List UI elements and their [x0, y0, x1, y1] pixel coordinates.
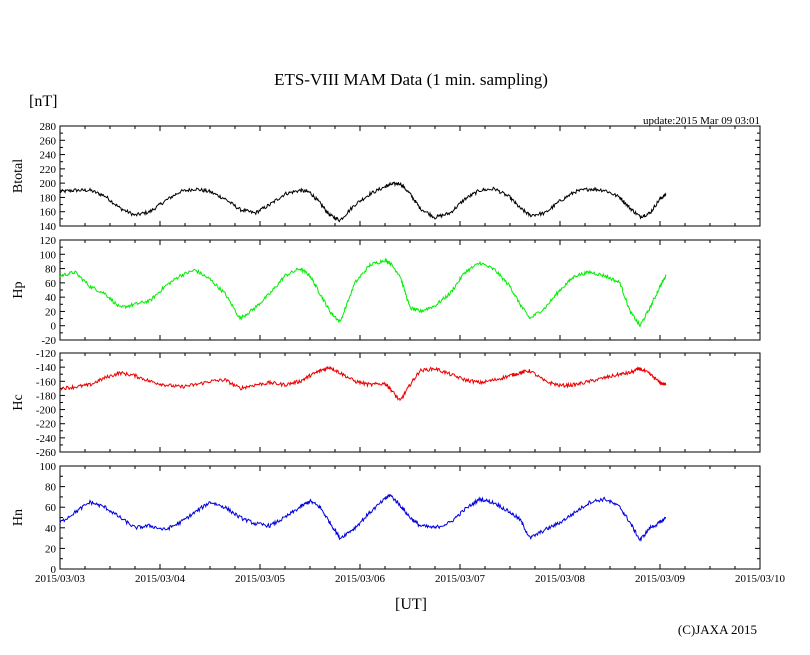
- y-tick-label: 80: [45, 264, 57, 276]
- y-tick-label: -260: [36, 447, 57, 459]
- y-tick-label: 60: [45, 502, 57, 514]
- y-tick-label: -20: [41, 335, 56, 347]
- x-tick-label: 2015/03/06: [335, 573, 386, 585]
- x-tick-label: 2015/03/08: [535, 573, 586, 585]
- x-tick-label: 2015/03/03: [35, 573, 86, 585]
- y-tick-label: 20: [45, 306, 57, 318]
- panel-frame: [59, 239, 761, 341]
- y-tick-label: 100: [40, 461, 57, 473]
- y-tick-label: -200: [36, 405, 57, 417]
- panel-label-hp: Hp: [11, 281, 26, 298]
- y-tick-label: 120: [40, 235, 57, 247]
- panel-label-btotal: Btotal: [11, 159, 26, 193]
- y-tick-label: 20: [45, 543, 57, 555]
- y-tick-label: 40: [45, 523, 57, 535]
- panel-label-hn: Hn: [11, 509, 26, 526]
- panel-hn: 0 20 40 60 80 100 Hn: [11, 461, 761, 576]
- series-line-hc: [59, 365, 667, 402]
- panels-group: 140160180200220240260280Btotal-200204060…: [11, 121, 761, 576]
- update-timestamp: update:2015 Mar 09 03:01: [643, 115, 760, 127]
- y-tick-label: 240: [40, 150, 57, 162]
- chart-title: ETS-VIII MAM Data (1 min. sampling): [274, 70, 548, 89]
- y-tick-label: -220: [36, 419, 57, 431]
- panel-hc: -260 -240 -220 -200 -180 -160 -140 -120 Hc: [11, 348, 761, 459]
- y-tick-label: 160: [40, 207, 57, 219]
- x-tick-label: 2015/03/05: [235, 573, 286, 585]
- x-tick-label: 2015/03/10: [735, 573, 786, 585]
- panel-frame: [59, 125, 761, 227]
- series-line-btotal: [59, 181, 667, 223]
- y-tick-label: 100: [40, 249, 57, 261]
- y-tick-label: 180: [40, 192, 57, 204]
- y-tick-label: -120: [36, 348, 57, 360]
- series-line-hn: [59, 494, 667, 542]
- y-tick-label: -140: [36, 362, 57, 374]
- y-tick-label: 80: [45, 482, 57, 494]
- panel-hp: -20 0 20 40 60 80 100 120 Hp: [11, 235, 761, 347]
- x-axis-label: [UT]: [395, 596, 427, 613]
- panel-btotal: 140 160 180 200 220 240 260 280 Btotal: [11, 121, 761, 233]
- y-tick-label: 280: [40, 121, 57, 133]
- y-tick-label: 0: [51, 321, 57, 333]
- y-tick-label: -240: [36, 433, 57, 445]
- x-tick-labels: 2015/03/03 2015/03/04 2015/03/05 2015/03/06…: [35, 573, 786, 585]
- x-tick-label: 2015/03/07: [435, 573, 486, 585]
- y-tick-label: 220: [40, 164, 57, 176]
- x-tick-label: 2015/03/09: [635, 573, 686, 585]
- y-tick-label: 0: [51, 564, 57, 576]
- y-tick-label: -180: [36, 390, 57, 402]
- copyright-text: (C)JAXA 2015: [678, 622, 757, 637]
- y-tick-label: -160: [36, 376, 57, 388]
- y-tick-label: 140: [40, 221, 57, 233]
- y-tick-label: 200: [40, 178, 57, 190]
- y-tick-label: 60: [45, 278, 57, 290]
- x-tick-label: 2015/03/04: [135, 573, 186, 585]
- panel-label-hc: Hc: [11, 394, 26, 410]
- y-tick-label: 40: [45, 292, 57, 304]
- panel-frame: [59, 352, 761, 453]
- y-tick-label: 260: [40, 135, 57, 147]
- unit-label: [nT]: [29, 93, 57, 110]
- series-line-hp: [59, 257, 667, 328]
